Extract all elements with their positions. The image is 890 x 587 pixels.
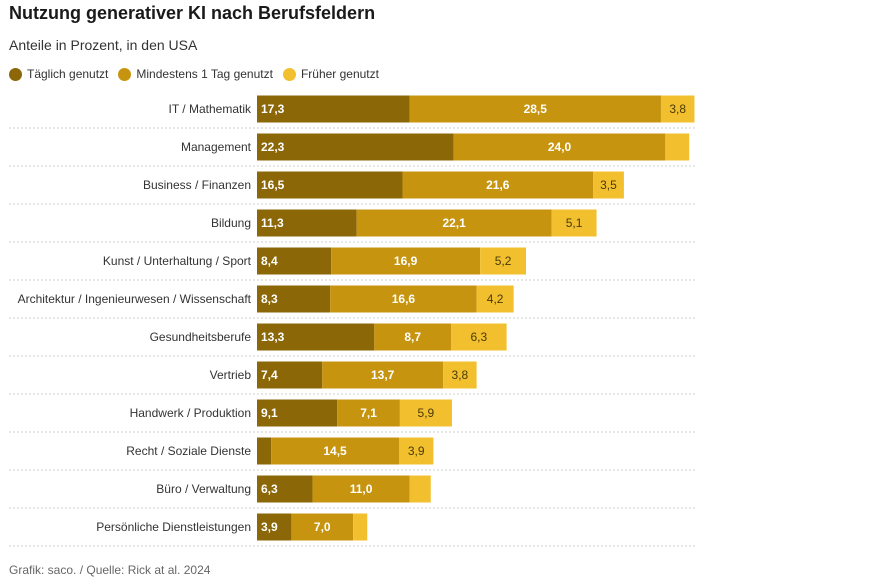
bar-segment-business-finanzen-s1	[402, 171, 594, 199]
data-label-personliche-dienstleistungen-s1: 7,0	[314, 520, 331, 534]
category-label-recht-soziale-dienste: Recht / Soziale Dienste	[126, 444, 251, 458]
category-label-architektur-ingenieurwesen-wissenschaft: Architektur / Ingenieurwesen / Wissensch…	[18, 292, 252, 306]
data-label-architektur-ingenieurwesen-wissenschaft-s2: 4,2	[487, 292, 504, 306]
bar-segment-architektur-ingenieurwesen-wissenschaft-s1	[330, 285, 477, 313]
data-label-management-s0: 22,3	[261, 140, 285, 154]
bar-segment-buro-verwaltung-s1	[312, 475, 410, 503]
data-label-management-s1: 24,0	[548, 140, 572, 154]
chart-title: Nutzung generativer KI nach Berufsfelder…	[9, 3, 376, 23]
legend: Täglich genutzt Mindestens 1 Tag genutzt…	[9, 67, 389, 81]
category-label-kunst-unterhaltung-sport: Kunst / Unterhaltung / Sport	[103, 254, 252, 268]
source-footer: Grafik: saco. / Quelle: Rick at al. 2024	[9, 563, 211, 577]
bar-segment-vertrieb-s2	[443, 361, 477, 389]
bar-segment-personliche-dienstleistungen-s1	[291, 513, 354, 541]
bar-segment-business-finanzen-s2	[593, 171, 624, 199]
bar-segment-personliche-dienstleistungen-s2	[353, 513, 368, 541]
bar-segment-gesundheitsberufe-s2	[451, 323, 507, 351]
bar-segment-recht-soziale-dienste-s0	[257, 437, 272, 465]
bar-segment-architektur-ingenieurwesen-wissenschaft-s0	[257, 285, 331, 313]
data-label-business-finanzen-s1: 21,6	[486, 178, 510, 192]
legend-label-min1day: Mindestens 1 Tag genutzt	[136, 67, 273, 81]
data-label-vertrieb-s0: 7,4	[261, 368, 278, 382]
data-label-architektur-ingenieurwesen-wissenschaft-s1: 16,6	[392, 292, 416, 306]
legend-item-min1day: Mindestens 1 Tag genutzt	[118, 67, 273, 81]
data-label-bildung-s1: 22,1	[442, 216, 466, 230]
bar-segment-it-mathematik-s0	[257, 95, 410, 123]
legend-label-earlier: Früher genutzt	[300, 67, 379, 81]
category-label-business-finanzen: Business / Finanzen	[143, 178, 251, 192]
bar-segment-bildung-s1	[356, 209, 552, 237]
category-label-buro-verwaltung: Büro / Verwaltung	[156, 482, 251, 496]
category-label-handwerk-produktion: Handwerk / Produktion	[130, 406, 251, 420]
data-label-kunst-unterhaltung-sport-s1: 16,9	[394, 254, 418, 268]
bar-segment-handwerk-produktion-s2	[399, 399, 452, 427]
data-label-buro-verwaltung-s1: 11,0	[350, 482, 373, 496]
legend-label-daily: Täglich genutzt	[27, 67, 109, 81]
stacked-bar-chart: IT / Mathematik 17,3 28,5 3,8 Management 22,3…	[9, 95, 696, 547]
bar-segment-handwerk-produktion-s0	[257, 399, 338, 427]
bar-segment-vertrieb-s0	[257, 361, 323, 389]
data-label-bildung-s2: 5,1	[566, 216, 583, 230]
data-label-handwerk-produktion-s2: 5,9	[418, 406, 435, 420]
data-label-business-finanzen-s0: 16,5	[261, 178, 285, 192]
data-label-kunst-unterhaltung-sport-s2: 5,2	[495, 254, 512, 268]
data-label-gesundheitsberufe-s0: 13,3	[261, 330, 285, 344]
category-label-vertrieb: Vertrieb	[210, 368, 252, 382]
category-label-it-mathematik: IT / Mathematik	[169, 102, 252, 116]
data-label-gesundheitsberufe-s1: 8,7	[404, 330, 421, 344]
data-label-recht-soziale-dienste-s2: 3,9	[408, 444, 425, 458]
bar-segment-architektur-ingenieurwesen-wissenschaft-s2	[476, 285, 514, 313]
bar-segment-gesundheitsberufe-s1	[374, 323, 452, 351]
bar-segment-handwerk-produktion-s1	[337, 399, 400, 427]
data-label-business-finanzen-s2: 3,5	[600, 178, 617, 192]
bar-segment-it-mathematik-s1	[409, 95, 661, 123]
bar-segment-it-mathematik-s2	[660, 95, 695, 123]
category-label-bildung: Bildung	[211, 216, 251, 230]
legend-swatch-min1day	[118, 67, 132, 81]
bar-segment-recht-soziale-dienste-s1	[271, 437, 400, 465]
bar-segment-personliche-dienstleistungen-s0	[257, 513, 292, 541]
bar-segment-kunst-unterhaltung-sport-s2	[480, 247, 527, 275]
legend-swatch-daily	[9, 67, 22, 81]
category-label-management: Management	[181, 140, 252, 154]
data-label-vertrieb-s1: 13,7	[371, 368, 395, 382]
category-label-personliche-dienstleistungen: Persönliche Dienstleistungen	[96, 520, 251, 534]
bar-segment-management-s1	[453, 133, 666, 161]
data-label-it-mathematik-s1: 28,5	[524, 102, 548, 116]
data-label-gesundheitsberufe-s2: 6,3	[470, 330, 487, 344]
data-label-buro-verwaltung-s0: 6,3	[261, 482, 278, 496]
bar-segment-gesundheitsberufe-s0	[257, 323, 375, 351]
chart-subtitle: Anteile in Prozent, in den USA	[9, 37, 198, 53]
data-label-personliche-dienstleistungen-s0: 3,9	[261, 520, 278, 534]
bar-segment-bildung-s0	[257, 209, 357, 237]
category-label-gesundheitsberufe: Gesundheitsberufe	[150, 330, 252, 344]
data-label-bildung-s0: 11,3	[261, 216, 284, 230]
data-label-handwerk-produktion-s1: 7,1	[360, 406, 377, 420]
data-label-kunst-unterhaltung-sport-s0: 8,4	[261, 254, 278, 268]
bar-segment-kunst-unterhaltung-sport-s0	[257, 247, 332, 275]
bar-segment-management-s2	[665, 133, 690, 161]
legend-swatch-earlier	[282, 67, 296, 81]
bar-segment-bildung-s2	[551, 209, 597, 237]
bar-segment-buro-verwaltung-s2	[409, 475, 431, 503]
data-label-architektur-ingenieurwesen-wissenschaft-s0: 8,3	[261, 292, 278, 306]
data-label-it-mathematik-s0: 17,3	[261, 102, 285, 116]
data-label-recht-soziale-dienste-s1: 14,5	[323, 444, 347, 458]
bar-segment-business-finanzen-s0	[257, 171, 403, 199]
bar-segment-kunst-unterhaltung-sport-s1	[331, 247, 481, 275]
data-label-vertrieb-s2: 3,8	[452, 368, 469, 382]
legend-item-earlier: Früher genutzt	[282, 67, 379, 81]
bar-segment-buro-verwaltung-s0	[257, 475, 313, 503]
bar-segment-recht-soziale-dienste-s2	[399, 437, 434, 465]
bar-segment-management-s0	[257, 133, 454, 161]
data-label-handwerk-produktion-s0: 9,1	[261, 406, 278, 420]
bar-segment-vertrieb-s1	[322, 361, 444, 389]
legend-item-daily: Täglich genutzt	[9, 67, 108, 81]
data-label-it-mathematik-s2: 3,8	[669, 102, 686, 116]
